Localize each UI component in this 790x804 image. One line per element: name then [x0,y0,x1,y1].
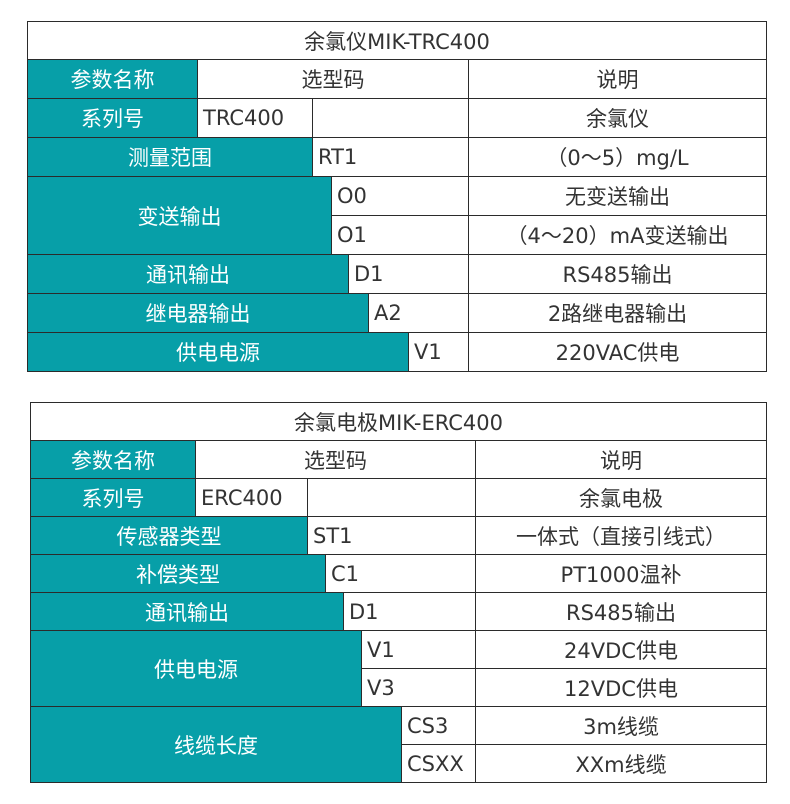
option-code: D1 [343,592,476,631]
param-label: 供电电源 [30,630,362,707]
param-label: 变送输出 [27,176,332,255]
header-param: 参数名称 [30,440,196,479]
header-desc: 说明 [475,440,767,479]
series-label: 系列号 [30,478,196,517]
option-code: V1 [408,332,469,372]
option-code: RT1 [312,137,469,177]
param-label: 通讯输出 [27,254,349,294]
option-code: CSXX [401,744,476,783]
option-desc: 一体式（直接引线式） [475,516,767,555]
option-code: V3 [361,668,476,707]
series-blank [312,98,469,138]
option-desc: 12VDC供电 [475,668,767,707]
option-code: V1 [361,630,476,669]
option-code: ST1 [307,516,476,555]
param-label: 通讯输出 [30,592,344,631]
param-label: 测量范围 [27,137,313,177]
option-code: O1 [331,215,469,255]
option-desc: 3m线缆 [475,706,767,745]
series-blank [307,478,476,517]
option-desc: PT1000温补 [475,554,767,593]
option-code: CS3 [401,706,476,745]
series-desc: 余氯仪 [468,98,767,138]
param-label: 传感器类型 [30,516,308,555]
option-code: D1 [348,254,469,294]
series-label: 系列号 [27,98,198,138]
option-desc: XXm线缆 [475,744,767,783]
option-desc: （0～5）mg/L [468,137,767,177]
header-desc: 说明 [468,59,767,99]
option-desc: RS485输出 [468,254,767,294]
series-code: TRC400 [197,98,313,138]
table-title: 余氯电极MIK-ERC400 [30,402,767,441]
param-label: 供电电源 [27,332,409,372]
option-desc: 24VDC供电 [475,630,767,669]
option-code: C1 [325,554,476,593]
option-desc: 220VAC供电 [468,332,767,372]
option-code: O0 [331,176,469,216]
header-code: 选型码 [197,59,469,99]
option-desc: RS485输出 [475,592,767,631]
header-code: 选型码 [195,440,476,479]
param-label: 线缆长度 [30,706,402,783]
option-desc: （4～20）mA变送输出 [468,215,767,255]
option-desc: 无变送输出 [468,176,767,216]
option-code: A2 [368,293,469,333]
series-code: ERC400 [195,478,308,517]
param-label: 继电器输出 [27,293,369,333]
table-title: 余氯仪MIK-TRC400 [27,21,767,60]
param-label: 补偿类型 [30,554,326,593]
option-desc: 2路继电器输出 [468,293,767,333]
header-param: 参数名称 [27,59,198,99]
series-desc: 余氯电极 [475,478,767,517]
